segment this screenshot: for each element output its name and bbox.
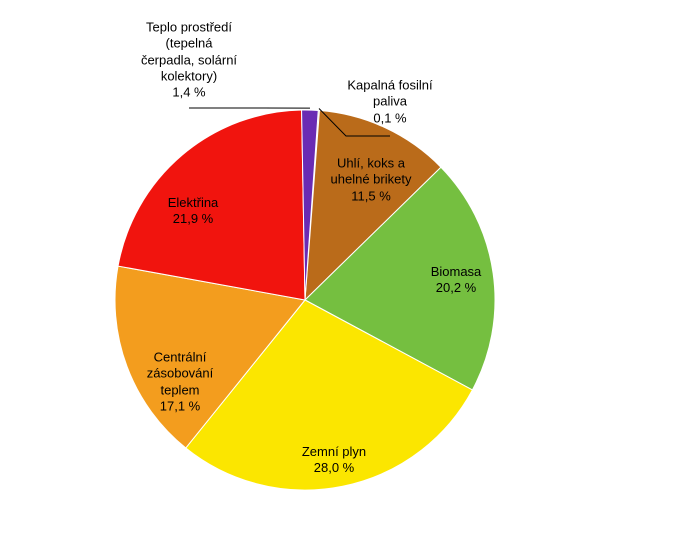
- slice-label: Biomasa 20,2 %: [431, 264, 482, 297]
- slice-label: Zemní plyn 28,0 %: [302, 444, 366, 477]
- slice-label-name: Biomasa: [431, 264, 482, 279]
- slice-label: Centrální zásobování teplem 17,1 %: [147, 350, 214, 415]
- slice-label-name: Uhlí, koks a uhelné brikety: [331, 156, 412, 187]
- slice-label-value: 1,4 %: [172, 84, 205, 99]
- pie-chart: Kapalná fosilní paliva 0,1 % Uhlí, koks a…: [0, 0, 685, 537]
- slice-label: Uhlí, koks a uhelné brikety 11,5 %: [331, 156, 412, 205]
- slice-label-value: 20,2 %: [436, 280, 476, 295]
- slice-label-value: 21,9 %: [173, 211, 213, 226]
- slice-label: Elektřina 21,9 %: [168, 195, 219, 228]
- slice-label-value: 11,5 %: [351, 188, 391, 203]
- slice-label-name: Kapalná fosilní paliva: [347, 78, 432, 109]
- slice-label-value: 17,1 %: [160, 398, 200, 413]
- slice-label: Kapalná fosilní paliva 0,1 %: [347, 78, 432, 127]
- slice-label-name: Zemní plyn: [302, 444, 366, 459]
- slice-label-name: Teplo prostředí (tepelná čerpadla, solár…: [141, 19, 237, 83]
- slice-label-value: 28,0 %: [314, 460, 354, 475]
- slice-label-name: Centrální zásobování teplem: [147, 350, 214, 398]
- slice-label: Teplo prostředí (tepelná čerpadla, solár…: [141, 19, 237, 100]
- slice-label-value: 0,1 %: [373, 110, 406, 125]
- slice-label-name: Elektřina: [168, 195, 219, 210]
